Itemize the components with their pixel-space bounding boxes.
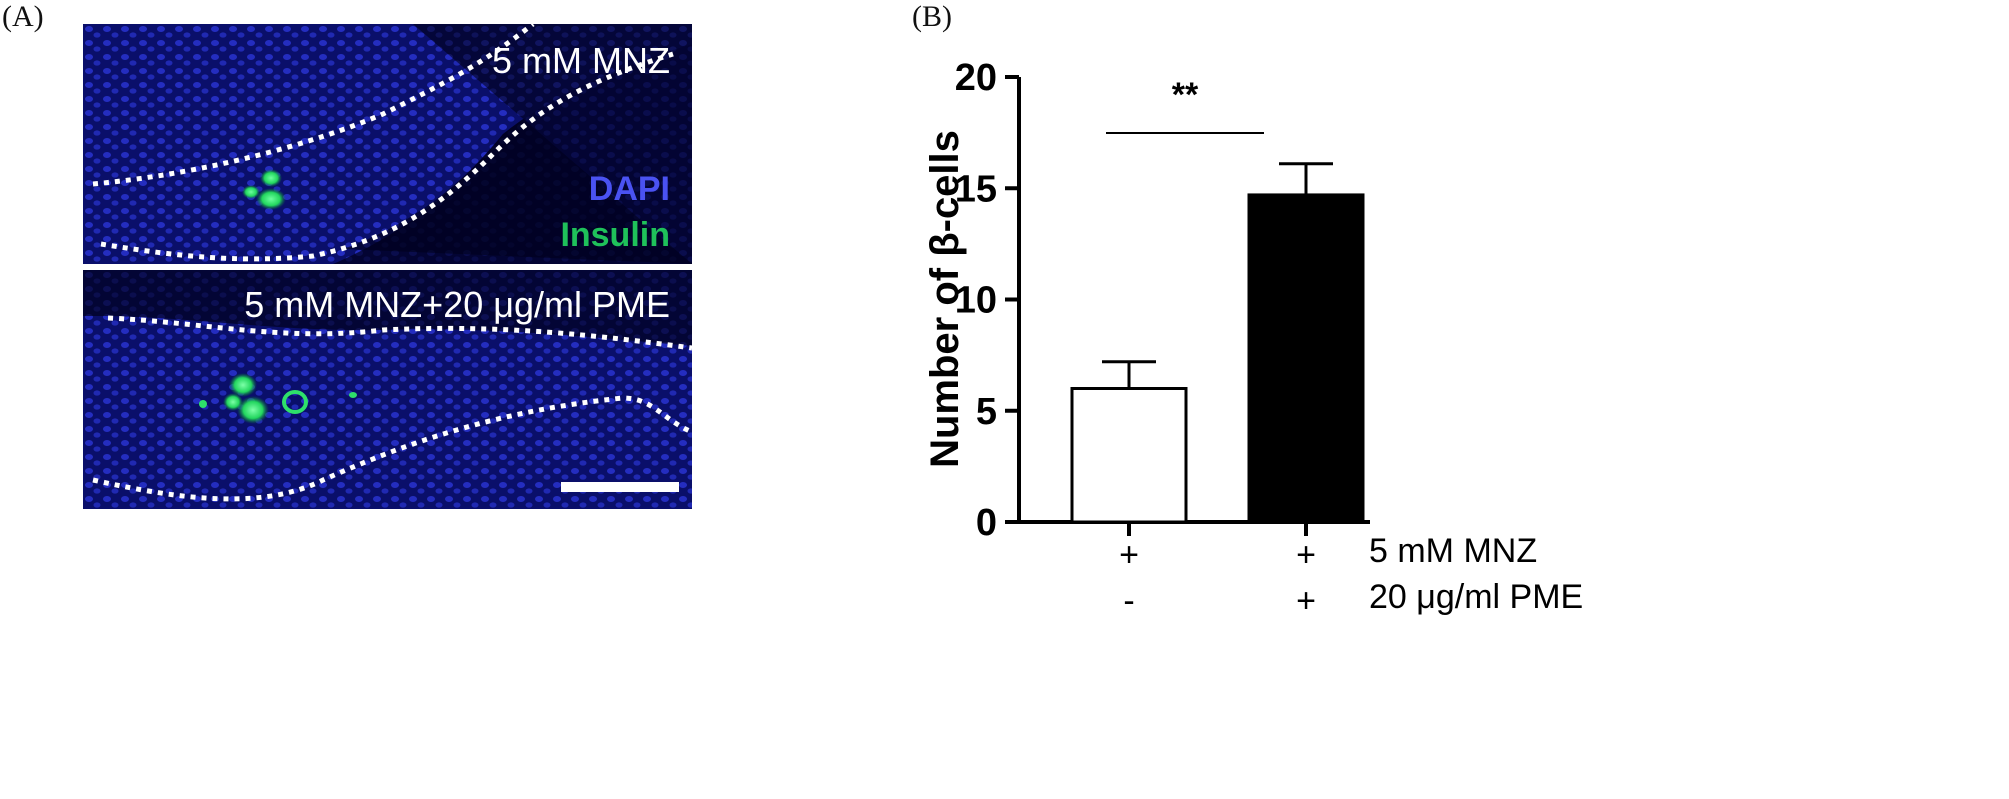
condition-table: + +5 mM MNZ - +20 μg/ml PME bbox=[1119, 532, 1583, 620]
panel-b-letter: (B) bbox=[912, 0, 952, 33]
y-tick-label: 10 bbox=[955, 280, 997, 322]
significance-annotation: ** bbox=[1106, 76, 1264, 134]
micrograph-mnz-image bbox=[83, 24, 692, 264]
y-tick-label: 15 bbox=[955, 168, 997, 210]
condition-label: 20 μg/ml PME bbox=[1369, 578, 1583, 616]
y-tick-label: 5 bbox=[976, 391, 997, 433]
scale-bar bbox=[561, 482, 679, 492]
bars bbox=[1070, 193, 1365, 524]
stain-insulin-label: Insulin bbox=[560, 216, 670, 254]
micrograph-mnz-label: 5 mM MNZ bbox=[492, 40, 670, 81]
stain-dapi-label: DAPI bbox=[588, 170, 670, 208]
y-axis: 0 5 10 15 20 bbox=[955, 57, 1021, 544]
bar bbox=[1247, 193, 1365, 524]
condition-symbol: + bbox=[1119, 536, 1139, 574]
error-bars bbox=[1102, 162, 1333, 389]
x-axis bbox=[1019, 520, 1370, 536]
panel-a-letter: (A) bbox=[2, 0, 44, 33]
condition-label: 5 mM MNZ bbox=[1369, 532, 1537, 570]
y-tick-label: 0 bbox=[976, 502, 997, 544]
condition-symbol: - bbox=[1123, 582, 1134, 620]
bar bbox=[1070, 387, 1188, 524]
condition-symbol: + bbox=[1296, 582, 1316, 620]
condition-symbol: + bbox=[1296, 536, 1316, 574]
micrograph-mnz-pme-image bbox=[83, 270, 692, 509]
micrograph-mnz: 5 mM MNZ DAPI Insulin bbox=[83, 24, 692, 264]
y-axis-label-group: Number of β-cells bbox=[923, 130, 967, 468]
y-tick-label: 20 bbox=[955, 57, 997, 99]
y-axis-label: Number of β-cells bbox=[923, 130, 967, 468]
micrograph-mnz-pme-label: 5 mM MNZ+20 μg/ml PME bbox=[244, 284, 670, 325]
significance-marker: ** bbox=[1172, 76, 1199, 114]
beta-cell-bar-chart: Number of β-cells 0 5 10 15 20 ** + +5 mM MNZ… bbox=[923, 57, 1583, 620]
micrograph-mnz-pme: 5 mM MNZ+20 μg/ml PME bbox=[83, 270, 692, 509]
